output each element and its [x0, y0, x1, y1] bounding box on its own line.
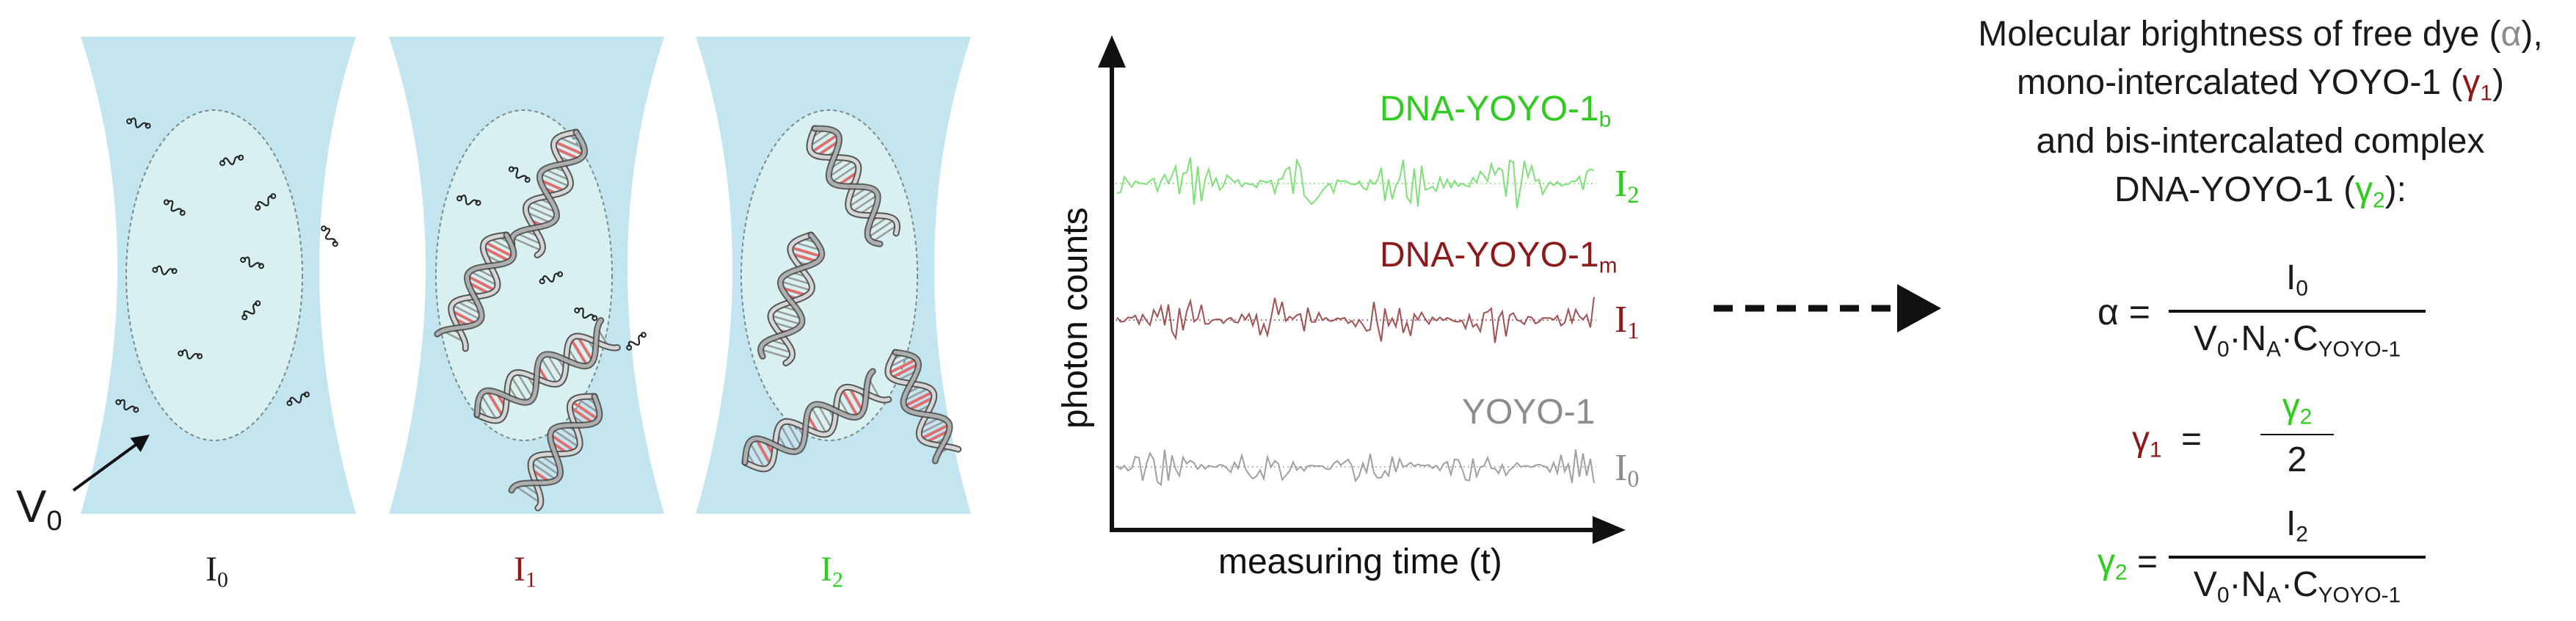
trace-dna-yoyo-1m — [1116, 297, 1595, 344]
equation-gamma2-fraction: I2 V0·NA·CYOYO-1 — [2169, 506, 2426, 606]
volume-pointer-arrow — [72, 435, 150, 492]
free-dye-molecule — [219, 154, 244, 167]
equation-alpha-fraction: I0 V0·NA·CYOYO-1 — [2169, 261, 2426, 360]
equation-gamma1-equals: = — [2181, 420, 2202, 459]
free-dye-molecule — [178, 349, 203, 360]
photon-count-plot — [1098, 35, 1626, 544]
equation-gamma2-equals: = — [2137, 542, 2158, 581]
dna-helix — [434, 231, 517, 352]
trace-intensity-i1: I1 — [1615, 299, 1640, 344]
fraction-bar — [2169, 310, 2426, 313]
dna-helix — [806, 125, 901, 247]
x-axis-arrowhead — [1593, 516, 1626, 544]
free-dye-molecule — [539, 271, 564, 285]
trace-yoyo-1 — [1116, 449, 1595, 487]
description-line-1: Molecular brightness of free dye (α), — [1978, 15, 2543, 54]
description-block: Molecular brightness of free dye (α), mo… — [1945, 10, 2576, 225]
panel-label-i1: I1 — [514, 550, 536, 592]
free-dye-molecule — [321, 225, 338, 247]
observation-volume-ellipse — [435, 109, 613, 441]
free-dye-molecules — [456, 166, 647, 351]
equation-gamma1-lhs: γ1 — [2132, 420, 2162, 462]
trace-name-yoyo-1: YOYO-1 — [1462, 393, 1596, 432]
free-dye-molecule — [115, 399, 139, 413]
equation-gamma2-numerator: I2 — [2286, 504, 2308, 547]
fraction-bar — [2169, 556, 2426, 559]
dna-yoyo-complexes — [741, 125, 962, 473]
free-dye-molecule — [163, 199, 186, 216]
panel-label-i0: I0 — [205, 550, 228, 592]
fraction-bar — [2260, 434, 2334, 436]
x-axis-label: measuring time (t) — [1218, 542, 1502, 581]
trace-name-dna-yoyo-1b: DNA-YOYO-1b — [1380, 90, 1612, 132]
dna-helix — [473, 317, 621, 424]
free-dye-molecule — [626, 332, 647, 351]
equation-gamma1-numerator: γ2 — [2282, 387, 2313, 429]
dna-helix — [757, 231, 826, 367]
description-line-3: and bis-intercalated complex — [2036, 122, 2485, 161]
panel-label-i2: I2 — [821, 550, 843, 592]
free-dye-molecule — [240, 256, 264, 269]
equation-alpha-denominator: V0·NA·CYOYO-1 — [2193, 319, 2401, 362]
volume-label-v0: V0 — [16, 482, 62, 537]
description-line-4: DNA-YOYO-1 (γ2): — [2114, 170, 2406, 213]
trace-intensity-i0: I0 — [1615, 447, 1640, 493]
equation-alpha-lhs: α = — [2097, 291, 2150, 333]
free-dye-molecules — [115, 117, 338, 413]
free-dye-molecule — [241, 300, 261, 321]
equation-gamma2-lhs: γ2 — [2097, 542, 2128, 585]
focal-volume-panel-1 — [389, 37, 664, 514]
equation-alpha-numerator: I0 — [2286, 258, 2308, 301]
focal-volume-panel-2 — [696, 37, 971, 514]
dna-helix — [508, 393, 603, 512]
dna-helix — [884, 349, 962, 465]
focal-volume-panel-0 — [81, 37, 356, 514]
dna-helix — [741, 368, 892, 473]
free-dye-molecule — [126, 117, 151, 129]
trace-dna-yoyo-1b — [1116, 157, 1595, 208]
y-axis-label: photon counts — [1056, 207, 1095, 429]
observation-volume-ellipse — [125, 109, 303, 441]
free-dye-molecule — [456, 195, 481, 206]
dna-yoyo-complexes — [434, 128, 621, 512]
trace-intensity-i2: I2 — [1615, 163, 1640, 208]
free-dye-molecule — [152, 265, 178, 275]
free-dye-molecule — [255, 193, 277, 211]
equation-gamma2-denominator: V0·NA·CYOYO-1 — [2193, 565, 2401, 608]
equation-gamma1-denominator: 2 — [2287, 440, 2307, 480]
free-dye-molecule — [574, 307, 598, 322]
equation-gamma1-fraction: γ2 2 — [2260, 389, 2334, 478]
free-dye-molecule — [508, 166, 531, 183]
trace-name-dna-yoyo-1m: DNA-YOYO-1m — [1380, 236, 1618, 278]
y-axis-arrowhead — [1098, 35, 1126, 68]
free-dye-molecule — [286, 391, 310, 407]
dashed-result-arrow — [1714, 284, 1941, 333]
dna-helix — [508, 128, 589, 258]
alpha-symbol: α — [2500, 15, 2522, 54]
description-line-2: mono-intercalated YOYO-1 (γ1) — [2017, 63, 2504, 106]
